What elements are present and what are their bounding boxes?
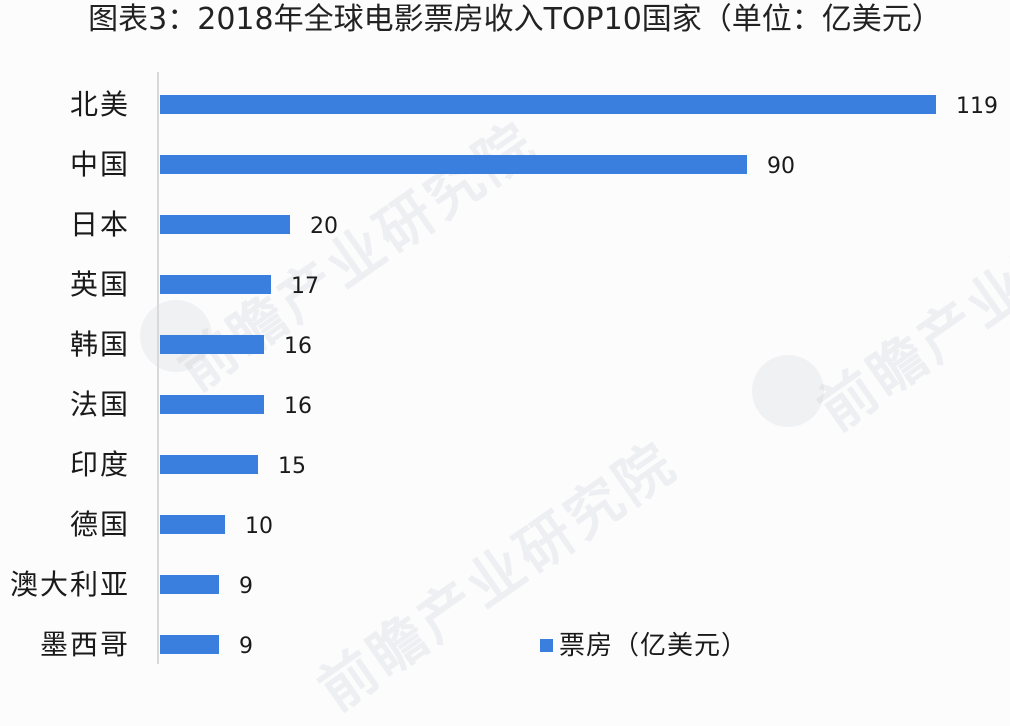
chart-title: 图表3：2018年全球电影票房收入TOP10国家（单位：亿美元） (88, 2, 942, 37)
bar-row: 墨西哥 9 (0, 625, 1010, 665)
bar (160, 155, 747, 174)
bar-row: 印度 15 (0, 445, 1010, 485)
bar (160, 455, 258, 474)
bar-row: 日本 20 (0, 205, 1010, 245)
value-label: 9 (239, 574, 253, 599)
category-label: 墨西哥 (39, 628, 130, 661)
bar-row: 澳大利亚 9 (0, 565, 1010, 605)
value-label: 119 (956, 94, 998, 119)
legend-swatch-icon (540, 638, 553, 652)
bar-row: 法国 16 (0, 385, 1010, 425)
bar (160, 215, 290, 234)
legend: 票房（亿美元） (540, 623, 748, 663)
value-label: 15 (278, 454, 306, 479)
category-label: 北美 (69, 88, 130, 121)
bar-row: 德国 10 (0, 505, 1010, 545)
y-axis-line (157, 72, 159, 664)
category-label: 印度 (69, 448, 130, 481)
value-label: 20 (310, 214, 338, 239)
bar-row: 英国 17 (0, 265, 1010, 305)
bar (160, 335, 264, 354)
value-label: 16 (284, 394, 312, 419)
bar (160, 395, 264, 414)
bar-row: 中国 90 (0, 145, 1010, 185)
category-label: 日本 (69, 208, 130, 241)
bar-row: 北美 119 (0, 85, 1010, 125)
legend-label: 票房（亿美元） (559, 630, 749, 661)
bar (160, 635, 219, 654)
value-label: 10 (245, 514, 273, 539)
category-label: 韩国 (69, 328, 130, 361)
value-label: 9 (239, 634, 253, 659)
category-label: 澳大利亚 (9, 568, 130, 601)
bar-row: 韩国 16 (0, 325, 1010, 365)
bar (160, 95, 936, 114)
bar (160, 275, 271, 294)
category-label: 法国 (69, 388, 130, 421)
value-label: 17 (291, 274, 319, 299)
bar (160, 515, 225, 534)
bar (160, 575, 219, 594)
value-label: 16 (284, 334, 312, 359)
value-label: 90 (767, 154, 795, 179)
category-label: 中国 (69, 148, 130, 181)
category-label: 德国 (69, 508, 130, 541)
category-label: 英国 (69, 268, 130, 301)
